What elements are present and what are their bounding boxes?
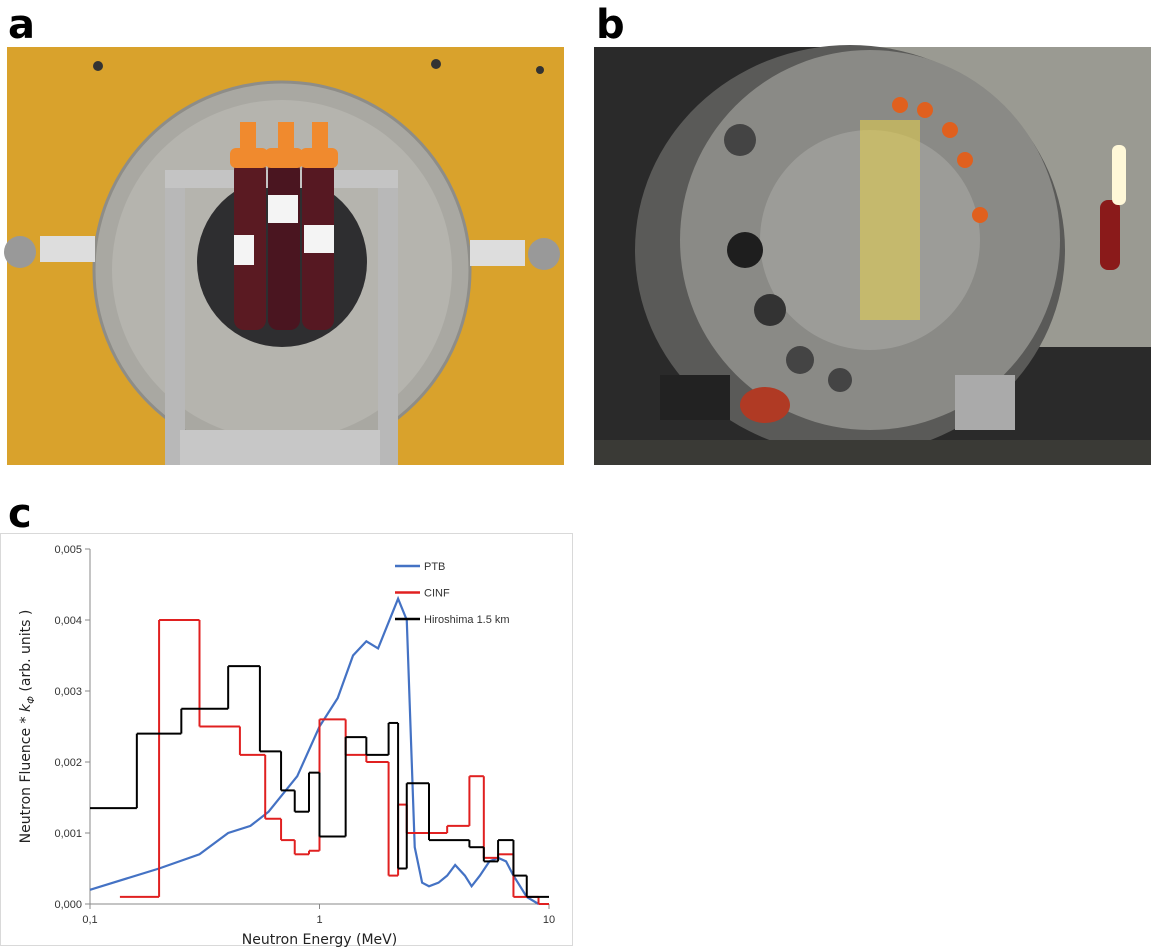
y-axis-label-part: Φ [26,696,37,704]
y-tick-label: 0,005 [54,544,82,556]
panel-label: a [8,2,35,48]
y-tick-label: 0,002 [54,757,82,769]
panel-label: c [8,491,32,537]
legend-label: Hiroshima 1.5 km [424,614,510,626]
y-tick-label: 0,000 [54,899,82,911]
y-tick-label: 0,003 [54,686,82,698]
x-axis-label: Neutron Energy (MeV) [242,932,397,948]
panel-label: b [596,2,625,48]
legend-label: PTB [424,561,445,573]
y-axis-label-part: Neutron Fluence * [18,712,34,843]
x-tick-label: 0,1 [82,914,97,926]
y-tick-label: 0,004 [54,615,82,627]
x-tick-label: 1 [316,914,322,926]
y-axis-label-part: (arb. units ) [18,610,34,696]
photo-a [4,47,564,465]
x-tick-label: 10 [543,914,555,926]
chart-frame [1,534,573,946]
y-tick-label: 0,001 [54,828,82,840]
figure: a b c 0,000 0,001 0,002 [0,0,1151,952]
legend-label: CINF [424,588,450,600]
photo-b [594,45,1151,465]
